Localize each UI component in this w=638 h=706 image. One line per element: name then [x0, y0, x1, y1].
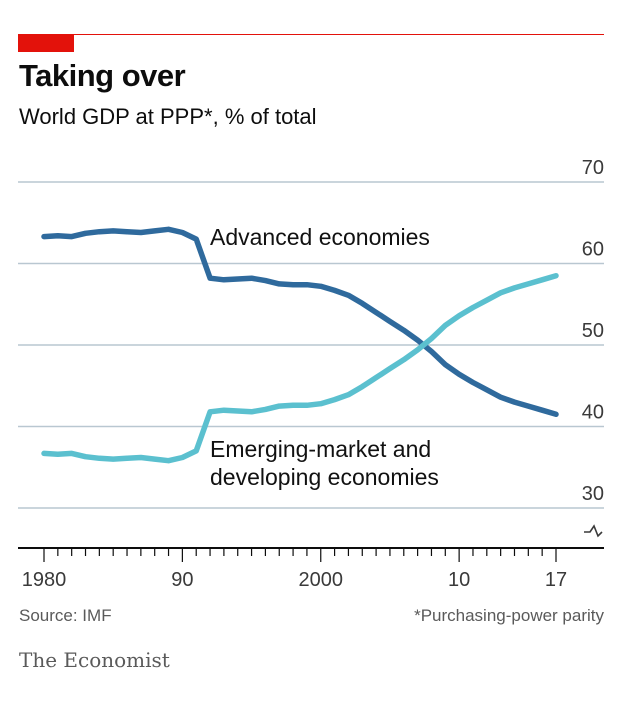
y-axis-labels: 30 40 50 60 70 [582, 157, 604, 505]
y-tick-label-70: 70 [582, 157, 604, 179]
label-emerging-economies-line-2: developing economies [210, 464, 439, 490]
y-tick-label-50: 50 [582, 320, 604, 342]
series-line-emerging-economies [41, 272, 559, 464]
top-rule [74, 34, 604, 35]
x-axis: 1980 90 2000 10 17 [18, 547, 604, 591]
chart-title: Taking over [19, 58, 186, 93]
y-tick-label-40: 40 [582, 402, 604, 424]
series-lines [41, 226, 559, 464]
y-tick-label-30: 30 [582, 483, 604, 505]
y-tick-label-60: 60 [582, 239, 604, 261]
label-emerging-economies-line-1: Emerging-market and [210, 436, 431, 462]
x-tick-label-17: 17 [545, 569, 567, 591]
x-tick-label-90: 90 [171, 569, 193, 591]
brand-red-tag [18, 34, 74, 52]
gridlines [18, 181, 604, 509]
label-advanced-economies: Advanced economies [210, 224, 430, 250]
series-line-advanced-economies [41, 226, 559, 418]
y-axis-break [584, 524, 603, 538]
x-tick-label-1980: 1980 [22, 569, 67, 591]
line-chart: 30 40 50 60 70 1980 90 2000 10 17 Advanced econo… [18, 157, 604, 591]
x-tick-label-2000: 2000 [299, 569, 344, 591]
publisher-logo: The Economist [19, 648, 170, 672]
series-annotations: Advanced economies Emerging-market anddev… [210, 224, 439, 490]
axis-break-icon [584, 524, 603, 538]
footnote: *Purchasing-power parity [414, 606, 604, 625]
chart-subtitle: World GDP at PPP*, % of total [19, 104, 317, 129]
source-note: Source: IMF [19, 606, 112, 625]
x-tick-label-10: 10 [448, 569, 470, 591]
